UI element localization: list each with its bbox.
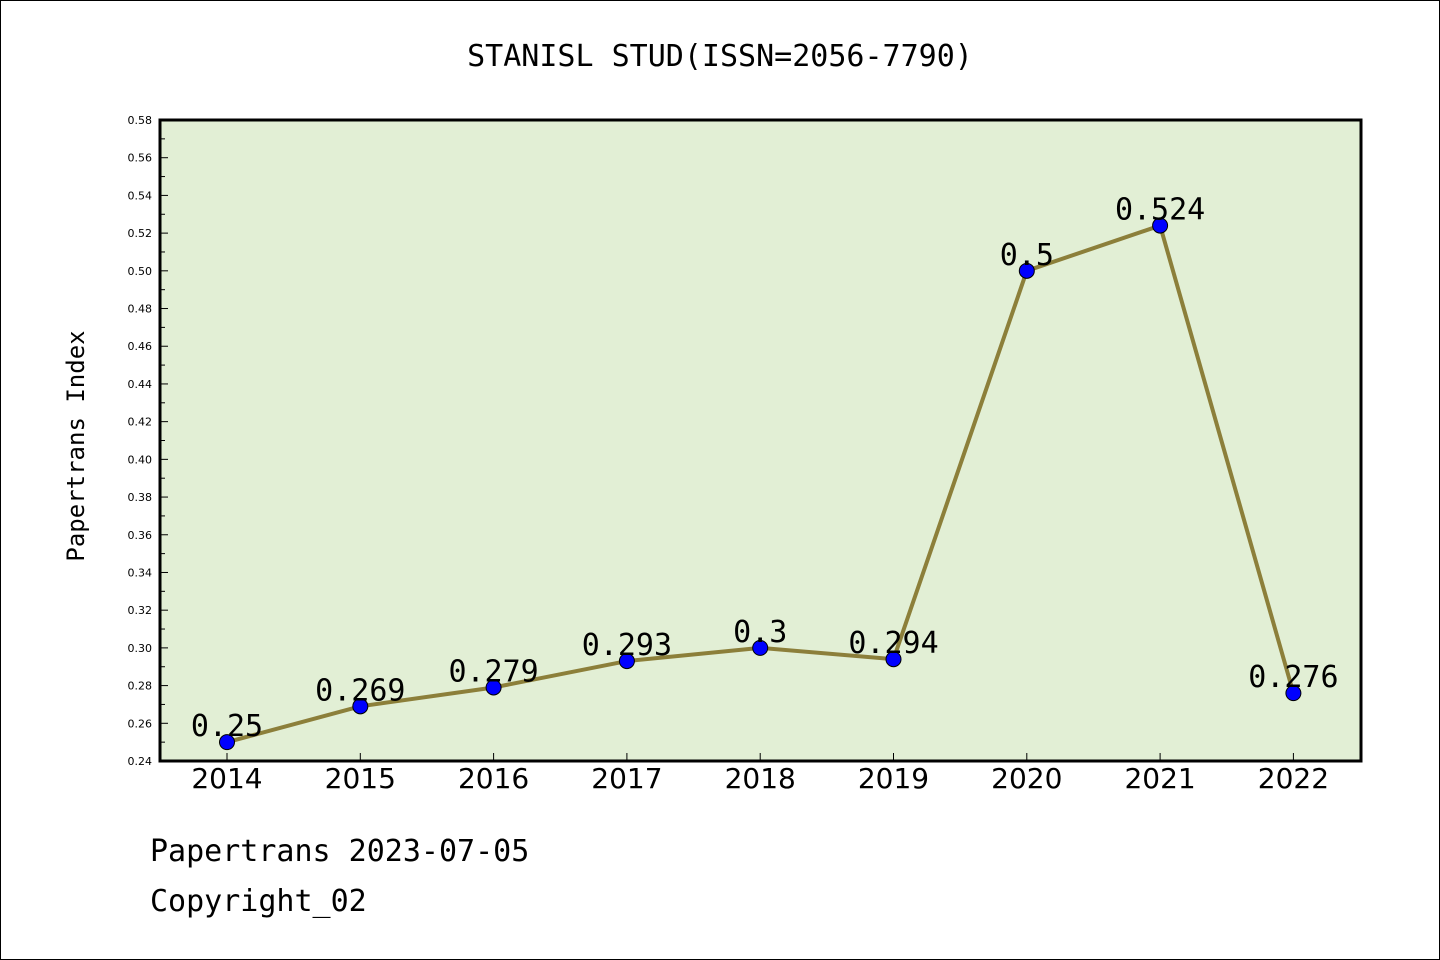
data-label: 0.279 xyxy=(448,654,538,689)
data-point xyxy=(1018,262,1035,279)
x-tick-label: 2021 xyxy=(1124,762,1195,795)
y-tick-label: 0.34 xyxy=(128,566,153,579)
data-point xyxy=(485,679,502,696)
data-label: 0.25 xyxy=(191,709,263,744)
y-tick-label: 0.44 xyxy=(128,378,153,391)
data-point xyxy=(219,734,235,751)
data-label: 0.5 xyxy=(1000,238,1054,273)
y-tick-label: 0.58 xyxy=(128,114,153,127)
x-tick-label: 2017 xyxy=(591,762,662,795)
y-tick-label: 0.30 xyxy=(128,642,153,655)
data-point xyxy=(1285,685,1302,702)
y-tick-label: 0.26 xyxy=(128,717,153,730)
data-label: 0.293 xyxy=(582,628,672,663)
data-labels: 0.25 0.269 0.279 0.293 0.3 0.294 0.5 0.524 0.276 xyxy=(191,193,1339,745)
y-tick-label: 0.46 xyxy=(128,340,153,353)
y-tick-label: 0.38 xyxy=(128,491,153,504)
data-points xyxy=(219,217,1302,751)
footer-date: Papertrans 2023-07-05 xyxy=(150,834,530,869)
x-tick-label: 2016 xyxy=(458,762,529,795)
footer-copyright: Copyright_02 xyxy=(150,884,367,919)
data-label: 0.276 xyxy=(1248,660,1338,695)
data-label: 0.3 xyxy=(733,615,787,650)
x-tick-label: 2018 xyxy=(725,762,796,795)
y-axis-label: Papertrans Index xyxy=(62,330,90,561)
data-point xyxy=(752,639,769,656)
y-axis: 0.24 0.26 0.28 0.30 0.32 0.34 0.36 0.38 0.40 0.42… xyxy=(128,114,168,768)
y-tick-label: 0.40 xyxy=(128,453,153,466)
y-tick-label: 0.24 xyxy=(128,755,153,768)
y-tick-label: 0.56 xyxy=(128,152,153,165)
x-tick-label: 2019 xyxy=(858,762,929,795)
x-tick-label: 2014 xyxy=(191,762,262,795)
y-tick-label: 0.36 xyxy=(128,529,153,542)
data-label: 0.294 xyxy=(848,626,938,661)
chart-title: STANISL STUD(ISSN=2056-7790) xyxy=(467,39,973,74)
data-point xyxy=(1152,217,1169,234)
x-tick-label: 2020 xyxy=(991,762,1062,795)
y-tick-label: 0.52 xyxy=(128,227,153,240)
y-tick-label: 0.54 xyxy=(128,189,153,202)
y-tick-label: 0.28 xyxy=(128,680,153,693)
x-tick-label: 2022 xyxy=(1258,762,1329,795)
y-tick-label: 0.42 xyxy=(128,416,153,429)
data-label: 0.269 xyxy=(315,673,405,708)
y-tick-label: 0.32 xyxy=(128,604,153,617)
data-label: 0.524 xyxy=(1115,193,1205,228)
y-tick-label: 0.50 xyxy=(128,265,153,278)
data-point xyxy=(885,651,902,668)
data-point xyxy=(352,698,369,715)
x-axis: 2014 2015 2016 2017 2018 2019 2020 2021 2022 xyxy=(191,753,1329,795)
x-tick-label: 2015 xyxy=(325,762,396,795)
data-point xyxy=(618,653,635,670)
y-tick-label: 0.48 xyxy=(128,303,153,316)
